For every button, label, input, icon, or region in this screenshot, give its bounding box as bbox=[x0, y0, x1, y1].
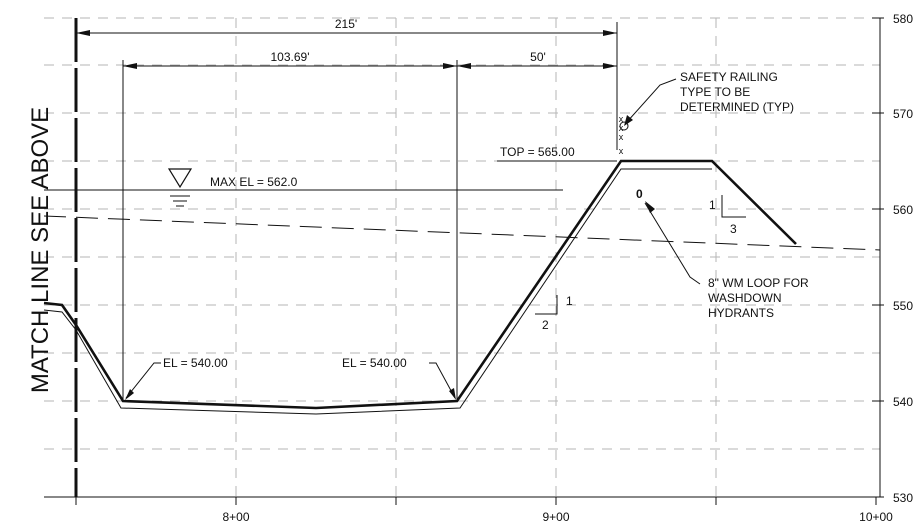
el-right-leader-arrow bbox=[449, 388, 456, 400]
station-label-10-00: 10+00 bbox=[859, 510, 893, 524]
pond-section-outline bbox=[43, 159, 797, 410]
railing-leader-arrow bbox=[624, 115, 633, 126]
top-elevation-label: TOP = 565.00 bbox=[500, 145, 575, 159]
railing-note-line3: DETERMINED (TYP) bbox=[680, 100, 794, 114]
railing-mark: x bbox=[619, 114, 624, 124]
el-left-leader-arrow bbox=[125, 389, 134, 400]
slope-inner-run: 2 bbox=[542, 318, 549, 332]
elevation-label-560: 560 bbox=[893, 203, 913, 217]
station-label-9-00: 9+00 bbox=[542, 510, 569, 524]
slope-inner-rise: 1 bbox=[566, 294, 573, 308]
elevation-label-530: 530 bbox=[893, 491, 913, 505]
railing-mark: x bbox=[619, 132, 624, 142]
el-right-label: EL = 540.00 bbox=[342, 356, 407, 370]
railing-note-line2: TYPE TO BE bbox=[680, 85, 750, 99]
elevation-label-570: 570 bbox=[893, 107, 913, 121]
railing-leader bbox=[625, 78, 677, 124]
dimension-offset bbox=[457, 63, 617, 69]
dimension-bottom-width-label: 103.69' bbox=[271, 50, 310, 64]
axis-ticks bbox=[75, 17, 884, 505]
el-left-label: EL = 540.00 bbox=[163, 356, 228, 370]
slope-outer-run: 3 bbox=[730, 222, 737, 236]
railing-mark: x bbox=[619, 123, 624, 133]
railing-mark: x bbox=[619, 146, 624, 156]
dimension-bottom-width bbox=[122, 60, 458, 401]
water-main-note-line2: WASHDOWN bbox=[708, 291, 782, 305]
water-main-leader-arrow bbox=[645, 201, 655, 213]
elevation-label-550: 550 bbox=[893, 299, 913, 313]
dimension-overall-label: 215' bbox=[335, 17, 357, 31]
water-main-symbol: 0 bbox=[636, 187, 643, 201]
water-main-leader bbox=[644, 202, 701, 285]
slope-indicator-outer bbox=[721, 195, 746, 218]
elevation-label-580: 580 bbox=[893, 12, 913, 26]
match-line-label: MATCH LINE SEE ABOVE bbox=[27, 107, 54, 393]
max-el-label: MAX EL = 562.0 bbox=[210, 175, 298, 189]
el-right-leader bbox=[429, 362, 456, 399]
water-main-note-line1: 8" WM LOOP FOR bbox=[708, 276, 809, 290]
dimension-offset-label: 50' bbox=[530, 50, 546, 64]
water-main-note-line3: HYDRANTS bbox=[708, 306, 774, 320]
existing-ground-line bbox=[43, 215, 881, 251]
pond-section-inner-line bbox=[43, 168, 712, 415]
slope-indicator-inner bbox=[535, 295, 558, 315]
el-left-leader bbox=[125, 362, 161, 399]
water-surface-symbol bbox=[167, 168, 193, 207]
dimension-overall bbox=[76, 22, 618, 150]
station-label-8-00: 8+00 bbox=[222, 510, 249, 524]
elevation-label-540: 540 bbox=[893, 395, 913, 409]
slope-outer-rise: 1 bbox=[709, 198, 716, 212]
railing-note-line1: SAFETY RAILING bbox=[680, 70, 778, 84]
grid bbox=[44, 17, 880, 497]
railing-callout-bubble bbox=[619, 121, 629, 131]
